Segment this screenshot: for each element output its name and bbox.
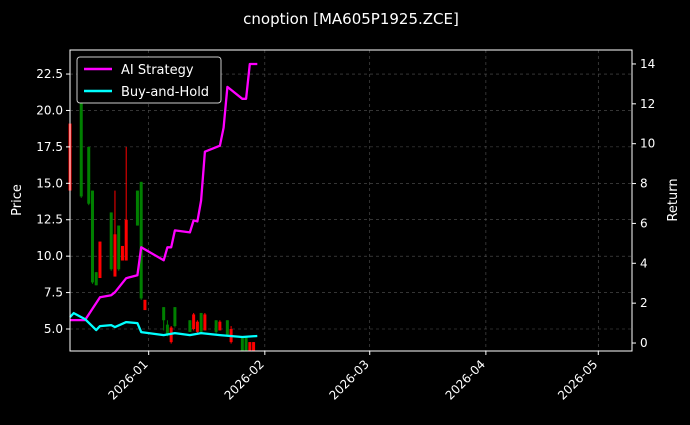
y-left-tick-label: 22.5	[36, 67, 63, 81]
legend-box	[76, 56, 222, 104]
y-right-tick-label: 0	[640, 336, 648, 350]
y-left-tick-label: 17.5	[36, 140, 63, 154]
candle-body	[173, 307, 177, 327]
candle-body	[94, 272, 98, 286]
candle-body	[79, 79, 83, 197]
candle-body	[192, 314, 196, 330]
candle-body	[120, 245, 124, 261]
candle-body	[98, 241, 102, 279]
candle-body	[124, 219, 128, 261]
chart-title: cnoption [MA605P1925.ZCE]	[243, 10, 459, 28]
candle-body	[135, 190, 139, 226]
plot-frame	[69, 49, 633, 352]
y-left-tick-label: 20.0	[36, 103, 63, 117]
candle-body	[248, 342, 252, 351]
legend: AI Strategy Buy-and-Hold	[76, 56, 222, 104]
candle-body	[252, 342, 256, 351]
y-left-tick-label: 7.5	[44, 286, 63, 300]
candle-body	[139, 181, 143, 299]
series-lines	[69, 62, 258, 339]
candle-body	[240, 336, 244, 351]
y-right-tick-label: 8	[640, 177, 648, 191]
candle-body	[203, 314, 207, 331]
candle-body	[195, 321, 199, 332]
y-right-tick-label: 12	[640, 97, 655, 111]
candle-body	[244, 336, 248, 351]
legend-label-ai: AI Strategy	[121, 63, 194, 78]
candle-body	[165, 324, 169, 335]
candle-body	[214, 320, 218, 332]
legend-label-bh: Buy-and-Hold	[121, 85, 209, 100]
y-left-tick-label: 5.0	[44, 322, 63, 336]
y-left-tick-label: 15.0	[36, 176, 63, 190]
candle-body	[143, 299, 147, 311]
y-right-tick-label: 14	[640, 57, 655, 71]
y-left-tick-label: 12.5	[36, 213, 63, 227]
buy-and-hold-line	[69, 311, 258, 339]
candle-body	[87, 146, 91, 204]
candle-body	[113, 234, 117, 277]
candle-body	[162, 307, 166, 321]
y-right-tick-label: 2	[640, 296, 648, 310]
candle-body	[90, 190, 94, 283]
candle-body	[218, 321, 222, 331]
candle-body	[109, 212, 113, 270]
y-right-tick-label: 6	[640, 216, 648, 230]
y-right-tick-label: 4	[640, 256, 648, 270]
candle-body	[117, 225, 121, 270]
candle-body	[188, 320, 192, 332]
y-left-tick-label: 10.0	[36, 249, 63, 263]
y-right-tick-label: 10	[640, 137, 655, 151]
y-axis-right-label: Return	[666, 178, 681, 221]
candle-body	[199, 312, 203, 332]
candle-body	[225, 320, 229, 335]
y-axis-left-label: Price	[10, 184, 25, 216]
ai-strategy-line	[70, 62, 258, 322]
grid	[70, 50, 632, 351]
